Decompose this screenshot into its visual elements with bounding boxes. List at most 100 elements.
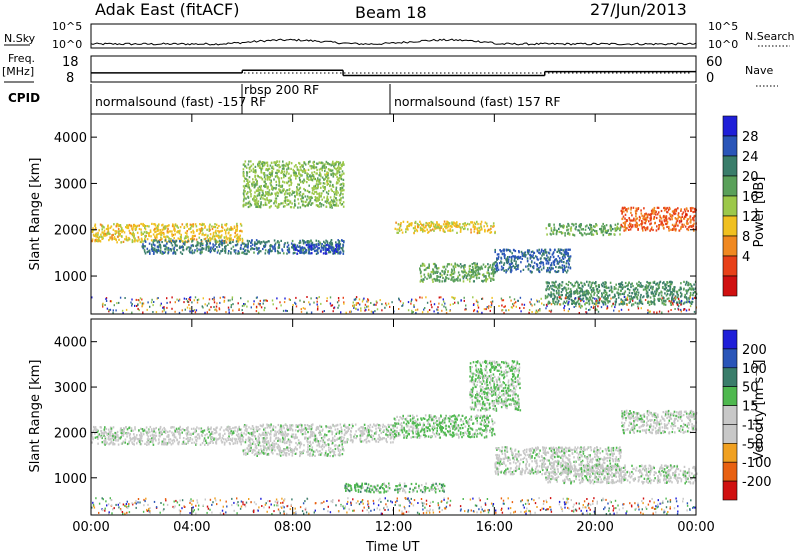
scatter-cell [691, 287, 694, 290]
scatter-cell [94, 226, 97, 230]
scatter-cell [573, 284, 575, 288]
scatter-cell [341, 248, 344, 251]
scatter-cell [244, 184, 247, 187]
scatter-cell [259, 160, 261, 163]
scatter-cell [463, 268, 465, 272]
scatter-cell [557, 255, 560, 258]
scatter-cell [635, 212, 638, 215]
scatter-cell [246, 172, 248, 175]
scatter-cell [304, 241, 307, 244]
scatter-cell [288, 161, 291, 164]
scatter-cell [598, 297, 601, 300]
scatter-cell [652, 287, 654, 290]
scatter-cell [254, 178, 257, 181]
scatter-cell [510, 268, 512, 271]
scatter-cell [456, 225, 459, 228]
scatter-cell [529, 301, 531, 304]
scatter-cell [630, 226, 633, 229]
scatter-cell [569, 288, 572, 291]
scatter-cell [239, 222, 242, 226]
scatter-cell [215, 223, 218, 226]
scatter-cell [240, 244, 242, 247]
scatter-cell [457, 301, 459, 304]
scatter-cell [683, 208, 686, 211]
scatter-cell [157, 240, 160, 243]
scatter-cell [104, 304, 106, 306]
scatter-cell [262, 204, 265, 207]
scatter-cell [144, 252, 147, 255]
scatter-cell [540, 250, 543, 253]
scatter-cell [608, 286, 610, 289]
scatter-cell [266, 199, 269, 202]
scatter-cell [322, 246, 324, 250]
scatter-cell [471, 263, 474, 266]
scatter-cell [668, 227, 670, 230]
scatter-cell [503, 312, 505, 314]
scatter-cell [532, 254, 534, 257]
scatter-cell [192, 229, 194, 232]
scatter-cell [675, 218, 678, 221]
scatter-cell [232, 426, 234, 430]
scatter-cell [256, 203, 259, 206]
scatter-cell [635, 215, 637, 218]
scatter-cell [131, 227, 133, 230]
scatter-cell [612, 302, 614, 305]
scatter-cell [343, 301, 345, 304]
scatter-cell [137, 299, 139, 301]
scatter-cell [281, 170, 284, 173]
scatter-cell [619, 226, 622, 229]
scatter-cell [315, 204, 318, 207]
scatter-cell [384, 306, 386, 309]
scatter-cell [288, 172, 290, 175]
scatter-cell [531, 311, 533, 313]
scatter-cell [106, 307, 109, 310]
scatter-cell [541, 261, 543, 264]
scatter-cell [615, 298, 618, 301]
scatter-cell [446, 273, 449, 276]
scatter-cell [664, 285, 667, 288]
scatter-cell [639, 300, 642, 303]
scatter-cell [662, 226, 665, 229]
scatter-cell [501, 299, 503, 302]
scatter-cell [245, 202, 247, 205]
scatter-cell [310, 248, 313, 251]
scatter-cell [278, 184, 280, 187]
scatter-cell [464, 308, 466, 311]
scatter-cell [156, 241, 159, 244]
scatter-cell [107, 227, 110, 230]
scatter-cell [250, 192, 252, 196]
scatter-cell [561, 231, 564, 234]
scatter-cell [631, 219, 633, 222]
scatter-cell [535, 263, 538, 266]
scatter-cell [374, 310, 376, 313]
scatter-cell [680, 208, 682, 211]
scatter-cell [510, 255, 513, 259]
scatter-cell [577, 281, 579, 284]
scatter-cell [182, 248, 184, 251]
scatter-cell [677, 217, 679, 220]
scatter-cell [112, 309, 114, 312]
scatter-cell [558, 286, 561, 289]
scatter-cell [649, 310, 651, 313]
scatter-cell [448, 222, 451, 225]
scatter-cell [559, 223, 561, 226]
scatter-cell [276, 172, 278, 175]
scatter-cell [613, 233, 615, 236]
scatter-cell [301, 180, 304, 183]
scatter-cell [468, 274, 471, 277]
colorbar-box [722, 155, 738, 177]
scatter-cell [658, 224, 660, 227]
scatter-cell [472, 269, 475, 273]
scatter-cell [568, 255, 570, 258]
scatter-cell [139, 240, 142, 243]
scatter-cell [325, 176, 327, 179]
scatter-cell [329, 302, 332, 305]
scatter-cell [117, 230, 120, 233]
scatter-cell [337, 239, 339, 242]
scatter-cell [446, 265, 448, 268]
scatter-cell [658, 281, 661, 284]
scatter-cell [496, 270, 498, 273]
scatter-cell [567, 259, 569, 262]
scatter-cell [306, 174, 308, 177]
scatter-cell [183, 225, 186, 229]
